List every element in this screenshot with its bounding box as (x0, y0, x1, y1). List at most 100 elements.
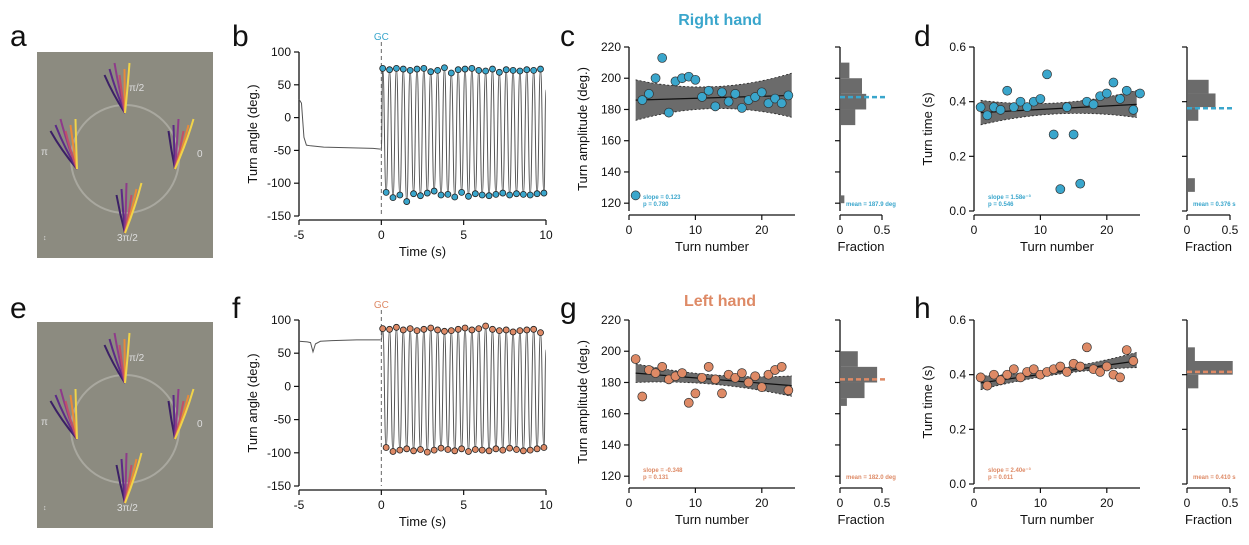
trough-marker (492, 190, 500, 198)
hist-bar (1188, 107, 1199, 121)
hist-bar (1188, 178, 1195, 192)
peak-marker (447, 69, 455, 77)
y-tick-label: 0.2 (949, 149, 966, 163)
peak-marker (413, 327, 421, 335)
y-axis-label: Turn angle (deg.) (245, 353, 260, 452)
data-point (1121, 85, 1132, 96)
p-value-label: p = 0.011 (988, 475, 1014, 481)
trough-marker (444, 190, 452, 198)
y-tick-label: 180 (601, 375, 621, 389)
data-point (763, 369, 774, 380)
hand-posture (115, 452, 143, 504)
trough-marker (485, 447, 493, 455)
data-point (743, 377, 754, 388)
data-point (1002, 85, 1013, 96)
data-point (697, 372, 707, 383)
peak-marker (523, 326, 531, 334)
data-point (663, 107, 674, 118)
slope-label: slope = 1.58e⁻³ (988, 194, 1031, 201)
finger-trace (174, 118, 195, 170)
data-point (703, 362, 714, 372)
trough-marker (533, 190, 541, 198)
data-point (730, 372, 741, 383)
hist-x-label: Fraction (838, 239, 885, 254)
peak-marker (386, 325, 393, 333)
trough-marker (403, 198, 411, 205)
x-tick-label: 0 (378, 498, 385, 512)
y-tick-label: 160 (601, 407, 621, 421)
x-tick-label: 10 (1034, 496, 1048, 510)
rotation-label-right: 0 (197, 149, 203, 160)
x-tick-label: 0 (378, 228, 385, 242)
pre-cue-trace (298, 98, 381, 150)
finger-trace (74, 388, 78, 440)
peak-marker (427, 324, 435, 332)
data-point (1042, 69, 1052, 80)
p-value-label: p = 0.131 (643, 475, 669, 481)
data-point (737, 368, 747, 378)
peak-marker (413, 65, 421, 73)
data-point (1028, 364, 1039, 375)
hist-x-label: Fraction (1185, 512, 1232, 527)
data-point (1062, 367, 1072, 377)
data-point (1062, 102, 1072, 112)
regression-line (980, 103, 1137, 114)
y-tick-label: 0.6 (949, 313, 966, 327)
y-tick-label: -100 (267, 446, 291, 460)
x-tick-label: -5 (294, 498, 305, 512)
x-tick-label: 0 (626, 496, 633, 510)
peak-marker (441, 327, 448, 335)
hist-x-tick-label: 0.5 (1222, 496, 1239, 510)
x-tick-label: 10 (539, 228, 553, 242)
y-axis-label: Turn amplitude (deg.) (575, 340, 590, 464)
peak-marker (399, 65, 407, 73)
data-point (650, 73, 661, 84)
peak-marker (434, 66, 441, 74)
data-point (630, 190, 641, 201)
x-axis-label: Turn number (1020, 512, 1095, 527)
hist-x-tick-label: 0 (1184, 496, 1191, 510)
data-point (1075, 178, 1086, 189)
trough-marker (458, 188, 466, 196)
scatter-d: slope = 1.58e⁻³p = 0.546 (975, 69, 1145, 208)
mean-label: mean = 182.0 deg (846, 475, 896, 481)
data-point (1002, 369, 1013, 380)
peak-marker (461, 65, 469, 73)
axis-marker: ↕ (43, 505, 47, 512)
x-tick-label: -5 (294, 228, 305, 242)
x-tick-label: 20 (755, 223, 769, 237)
data-point (982, 110, 993, 121)
data-point (1135, 88, 1145, 99)
turn-angle-trace (380, 325, 547, 453)
data-point (783, 385, 794, 396)
trough-marker (526, 446, 534, 454)
slope-label: slope = -0.348 (643, 468, 683, 474)
hist-bar (1188, 79, 1209, 94)
rotation-label-left: π (41, 147, 48, 158)
trough-marker (506, 191, 514, 199)
y-tick-label: 160 (601, 134, 621, 148)
p-value-label: p = 0.546 (988, 202, 1014, 208)
rotation-label-right: 0 (197, 419, 203, 430)
data-point (644, 89, 654, 99)
y-tick-label: 220 (601, 40, 621, 54)
y-axis-label: Turn amplitude (deg.) (575, 67, 590, 191)
trough-marker (396, 191, 404, 199)
data-point (703, 85, 714, 96)
y-tick-label: 0.0 (949, 477, 966, 491)
data-point (650, 368, 661, 378)
panel-letter-d: d (914, 20, 931, 53)
panel-letter-h: h (914, 292, 931, 325)
hand-posture (49, 118, 78, 170)
trough-marker (382, 444, 390, 451)
x-axis-label: Turn number (675, 512, 750, 527)
hand-posture (103, 62, 131, 114)
peak-marker (468, 326, 476, 334)
hist-bar (841, 62, 850, 79)
data-point (982, 380, 993, 391)
trough-marker (430, 187, 438, 195)
peak-marker (399, 326, 407, 334)
